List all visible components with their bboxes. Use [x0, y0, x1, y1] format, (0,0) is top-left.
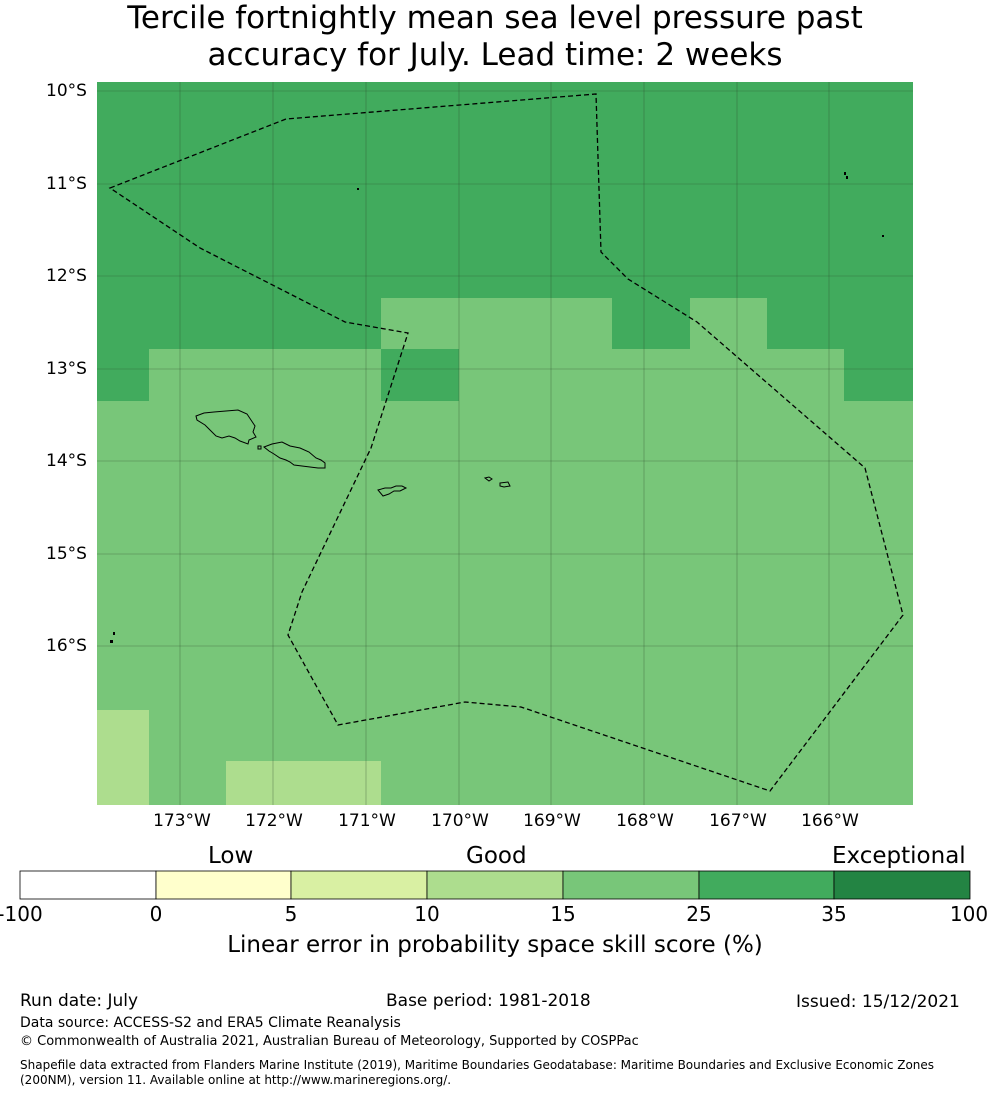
- lon-label: 172°W: [245, 811, 303, 831]
- wallis-islet: [113, 632, 115, 635]
- colorbar-tick: 15: [550, 902, 576, 926]
- tau-island: [499, 481, 511, 488]
- colorbar-tick: -100: [0, 902, 43, 926]
- colorbar-tick: 25: [686, 902, 712, 926]
- colorbar-segment: [426, 870, 564, 900]
- shapefile-credit: Shapefile data extracted from Flanders M…: [20, 1058, 935, 1087]
- lon-label: 171°W: [338, 811, 396, 831]
- colorbar-tick: 0: [149, 902, 163, 926]
- skill-cell-band-25-35: [97, 82, 913, 298]
- title-line-1: Tercile fortnightly mean sea level press…: [127, 0, 863, 36]
- colorbar-tick: 100: [949, 902, 989, 926]
- graticule: [97, 82, 913, 805]
- colorbar: [19, 870, 971, 900]
- skill-cell-band-25-35: [381, 349, 459, 401]
- skill-cell-band-10-15: [97, 710, 149, 805]
- upolu-island: [263, 441, 326, 469]
- issued-date: Issued: 15/12/2021: [796, 992, 960, 1012]
- tokelau-atoll: [846, 176, 848, 179]
- lat-label: 13°S: [46, 359, 87, 379]
- run-date: Run date: July: [20, 991, 139, 1011]
- colorbar-segment: [562, 870, 700, 900]
- colorbar-segment: [155, 870, 292, 900]
- manono-islet: [257, 445, 262, 450]
- samoa-coastlines: [195, 409, 326, 469]
- lat-label: 14°S: [46, 451, 87, 471]
- skill-cell-band-25-35: [844, 349, 913, 401]
- small-islands: [110, 172, 884, 643]
- american-samoa-coastlines: [377, 476, 511, 497]
- data-source: Data source: ACCESS-S2 and ERA5 Climate …: [20, 1015, 401, 1031]
- lat-label: 11°S: [46, 174, 87, 194]
- colorbar-tick: 10: [414, 902, 440, 926]
- skill-cell-band-25-35: [97, 298, 381, 349]
- copyright-notice: © Commonwealth of Australia 2021, Austra…: [20, 1034, 639, 1049]
- lon-label: 170°W: [431, 811, 489, 831]
- chart-title: Tercile fortnightly mean sea level press…: [0, 0, 990, 74]
- lon-label: 169°W: [523, 811, 581, 831]
- skill-cell-band-25-35: [767, 298, 913, 349]
- lon-label: 168°W: [616, 811, 674, 831]
- base-period: Base period: 1981-2018: [386, 991, 591, 1011]
- colorbar-tick: 5: [284, 902, 298, 926]
- wallis-islet: [110, 640, 113, 643]
- lat-label: 12°S: [46, 266, 87, 286]
- lon-label: 167°W: [709, 811, 767, 831]
- lat-label: 16°S: [46, 636, 87, 656]
- colorbar-segment: [19, 870, 157, 900]
- tokelau-atoll: [844, 172, 846, 175]
- lon-label: 173°W: [153, 811, 211, 831]
- colorbar-segment: [290, 870, 428, 900]
- colorbar-segment: [698, 870, 835, 900]
- skill-cell-band-25-35: [612, 298, 690, 349]
- colorbar-category-exceptional: Exceptional: [832, 843, 966, 869]
- lon-label: 166°W: [801, 811, 859, 831]
- lat-label: 15°S: [46, 544, 87, 564]
- skill-cell-band-10-15: [226, 761, 381, 805]
- eez-boundary: [108, 93, 904, 792]
- title-line-2: accuracy for July. Lead time: 2 weeks: [207, 37, 783, 73]
- colorbar-category-low: Low: [208, 843, 254, 869]
- colorbar-segment: [833, 870, 971, 900]
- colorbar-category-good: Good: [466, 843, 527, 869]
- colorbar-tick: 35: [821, 902, 847, 926]
- colorbar-label: Linear error in probability space skill …: [227, 932, 763, 958]
- swains-island: [357, 188, 359, 190]
- tutuila-island: [377, 485, 408, 497]
- ofu-olosega-islands: [483, 476, 493, 482]
- tokelau-atoll: [882, 235, 884, 237]
- skill-score-grid: [97, 82, 913, 805]
- savaii-island: [195, 409, 257, 445]
- skill-cell-band-25-35: [97, 349, 149, 401]
- lat-label: 10°S: [46, 81, 87, 101]
